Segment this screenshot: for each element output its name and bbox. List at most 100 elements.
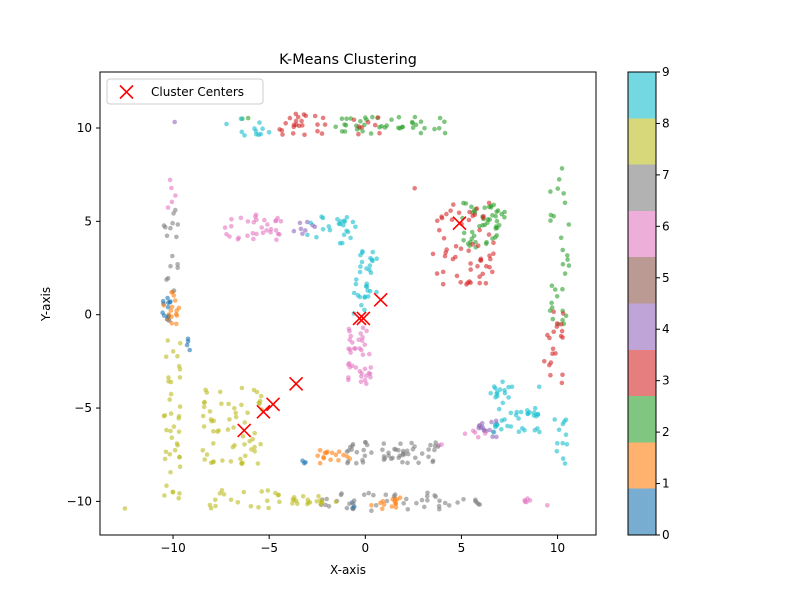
data-point-cluster-7 — [402, 452, 407, 457]
data-point-cluster-6 — [251, 236, 256, 242]
legend-label: Cluster Centers — [151, 85, 244, 99]
data-point-cluster-3 — [439, 215, 445, 221]
data-point-cluster-8 — [213, 503, 218, 509]
data-point-cluster-2 — [418, 130, 424, 136]
data-point-cluster-6 — [545, 503, 550, 508]
colorbar-tick-label: 2 — [662, 425, 670, 439]
data-point-cluster-6 — [347, 337, 353, 343]
data-point-cluster-7 — [380, 447, 385, 453]
data-point-cluster-3 — [451, 202, 456, 207]
data-point-cluster-0 — [184, 342, 190, 348]
data-point-cluster-7 — [354, 449, 360, 455]
data-point-cluster-3 — [293, 118, 299, 124]
legend-marker-x-icon — [119, 84, 134, 100]
data-point-cluster-6 — [262, 217, 267, 223]
data-point-cluster-7 — [437, 506, 442, 512]
data-point-cluster-9 — [351, 290, 357, 296]
data-point-cluster-7 — [384, 498, 390, 504]
data-point-cluster-9 — [488, 390, 494, 396]
data-point-cluster-9 — [516, 429, 522, 435]
data-point-cluster-7 — [361, 492, 367, 498]
data-point-cluster-2 — [482, 222, 488, 228]
data-point-cluster-6 — [229, 216, 234, 222]
data-point-cluster-2 — [559, 166, 565, 171]
data-point-cluster-9 — [562, 461, 568, 466]
data-point-cluster-3 — [475, 264, 480, 269]
data-point-cluster-2 — [502, 209, 507, 215]
data-point-cluster-3 — [559, 328, 565, 334]
data-point-cluster-1 — [173, 311, 179, 317]
data-point-cluster-9 — [506, 384, 511, 390]
data-point-cluster-9 — [355, 292, 361, 298]
data-point-cluster-8 — [201, 424, 207, 429]
data-point-cluster-2 — [493, 226, 499, 231]
data-point-cluster-8 — [258, 393, 264, 399]
data-point-cluster-1 — [380, 506, 385, 512]
data-point-cluster-8 — [166, 375, 171, 380]
colorbar-tick-label: 1 — [662, 477, 670, 491]
data-point-cluster-2 — [437, 115, 443, 121]
data-point-cluster-7 — [410, 446, 416, 452]
data-point-cluster-9 — [336, 221, 342, 227]
data-point-cluster-9 — [326, 224, 332, 229]
data-point-cluster-6 — [229, 224, 234, 229]
data-point-cluster-8 — [252, 444, 257, 450]
data-point-cluster-7 — [392, 492, 398, 497]
data-point-cluster-8 — [295, 501, 300, 507]
data-point-cluster-2 — [566, 263, 572, 268]
data-point-cluster-7 — [360, 460, 366, 465]
data-point-cluster-4 — [291, 228, 297, 234]
data-point-cluster-9 — [491, 429, 497, 435]
data-point-cluster-8 — [255, 461, 261, 466]
data-point-cluster-9 — [350, 219, 356, 225]
data-point-cluster-2 — [547, 308, 553, 313]
data-point-cluster-2 — [496, 223, 502, 228]
data-point-cluster-3 — [554, 324, 560, 329]
data-point-cluster-3 — [458, 280, 464, 285]
data-point-cluster-2 — [549, 283, 555, 289]
data-point-cluster-9 — [495, 393, 500, 399]
data-point-cluster-8 — [170, 349, 176, 354]
data-point-cluster-2 — [442, 119, 447, 125]
data-point-cluster-3 — [320, 115, 326, 121]
data-point-cluster-1 — [341, 452, 346, 458]
cluster-center-marker — [356, 311, 371, 326]
data-points — [122, 111, 572, 513]
data-point-cluster-3 — [491, 240, 496, 246]
data-point-cluster-9 — [516, 416, 521, 421]
data-point-cluster-2 — [469, 204, 474, 210]
data-point-cluster-8 — [211, 441, 216, 446]
data-point-cluster-9 — [561, 419, 567, 424]
data-point-cluster-9 — [224, 121, 229, 127]
data-point-cluster-1 — [169, 304, 175, 310]
data-point-cluster-9 — [374, 256, 380, 262]
data-point-cluster-1 — [336, 449, 342, 455]
data-point-cluster-2 — [493, 235, 498, 240]
data-point-cluster-3 — [375, 115, 381, 120]
data-point-cluster-6 — [462, 431, 468, 437]
data-point-cluster-8 — [240, 434, 246, 439]
data-point-cluster-9 — [532, 410, 537, 415]
data-point-cluster-8 — [316, 493, 321, 499]
data-point-cluster-1 — [176, 305, 182, 311]
data-point-cluster-2 — [560, 317, 565, 323]
data-point-cluster-3 — [550, 351, 555, 357]
data-point-cluster-3 — [487, 253, 492, 258]
data-point-cluster-2 — [339, 116, 345, 121]
data-point-cluster-8 — [168, 391, 174, 397]
colorbar-ticks: 0 1 2 3 4 5 6 7 8 9 — [656, 65, 670, 542]
data-point-cluster-8 — [219, 488, 225, 493]
data-point-cluster-7 — [175, 265, 180, 271]
data-point-cluster-8 — [216, 428, 221, 433]
data-point-cluster-9 — [242, 133, 247, 138]
data-point-cluster-9 — [340, 240, 345, 246]
data-point-cluster-2 — [566, 222, 572, 227]
data-point-cluster-6 — [346, 361, 352, 366]
data-point-cluster-8 — [245, 410, 250, 416]
data-point-cluster-7 — [437, 498, 442, 504]
cluster-center-marker — [452, 216, 467, 231]
data-point-cluster-6 — [364, 381, 369, 387]
data-point-cluster-3 — [440, 269, 446, 275]
data-point-cluster-8 — [228, 497, 234, 503]
data-point-cluster-9 — [370, 249, 376, 255]
